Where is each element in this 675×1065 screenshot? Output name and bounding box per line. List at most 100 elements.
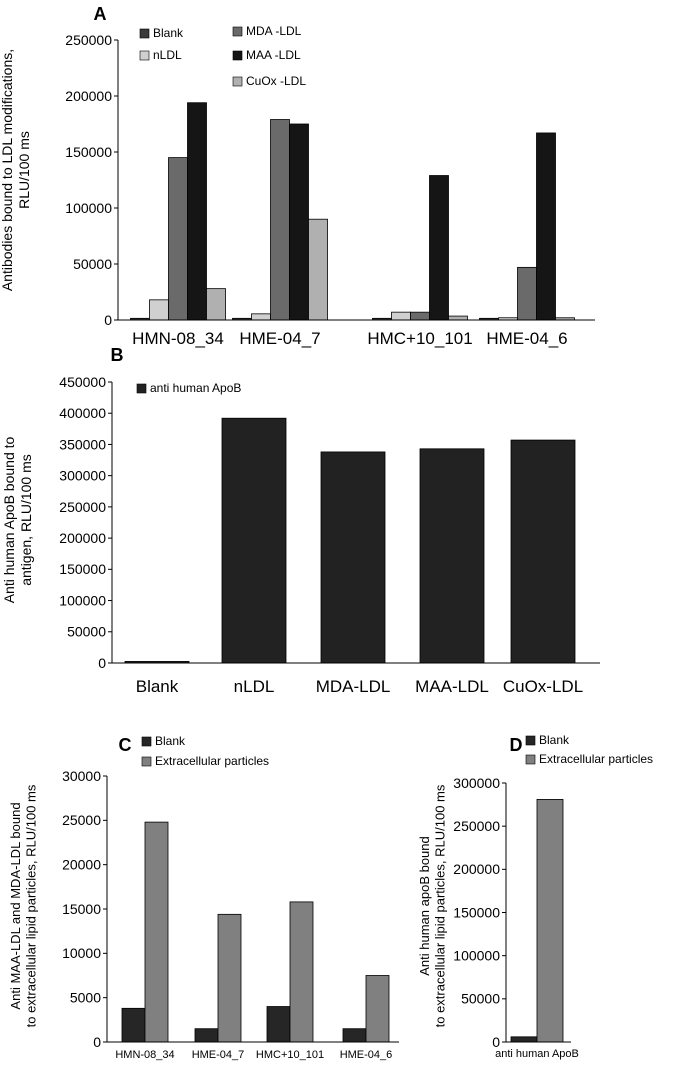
y-axis-label-line: to extracellular lipid particles, RLU/10… xyxy=(433,784,448,1027)
bar xyxy=(144,821,169,1043)
y-tick-label: 100000 xyxy=(65,200,112,216)
panel-letter: C xyxy=(119,735,132,755)
legend-label: Blank xyxy=(153,26,184,40)
bar xyxy=(289,123,309,321)
y-tick-label: 350000 xyxy=(59,436,106,452)
x-tick-label: HME-04_7 xyxy=(239,329,320,348)
x-tick-label: HMN-08_34 xyxy=(132,329,224,348)
bar xyxy=(149,299,169,321)
panel-letter: B xyxy=(111,345,124,365)
x-tick-label: HMN-08_34 xyxy=(115,1049,174,1061)
legend-swatch xyxy=(525,735,536,746)
legend-label: Blank xyxy=(155,734,186,748)
bar xyxy=(342,1028,367,1043)
y-axis-label: Antibodies bound to LDL modifications,RL… xyxy=(0,49,32,291)
bar xyxy=(217,913,242,1043)
y-tick-label: 200000 xyxy=(59,530,106,546)
x-tick-label: HMC+10_101 xyxy=(256,1049,324,1061)
y-axis-label-line: Anti MAA-LDL and MDA-LDL bound xyxy=(8,802,23,1009)
legend-label: Extracellular particles xyxy=(155,754,269,768)
bar xyxy=(251,313,271,321)
panel-a: A Antibodies bound to LDL modifications,R… xyxy=(0,4,595,348)
y-axis-label-line: to extracellular lipid particles, RLU/10… xyxy=(24,784,39,1027)
legend-label: Extracellular particles xyxy=(539,752,653,766)
bar xyxy=(419,448,485,664)
y-tick-label: 200000 xyxy=(453,861,500,877)
bar xyxy=(221,417,287,664)
y-tick-label: 50000 xyxy=(67,624,106,640)
panel-b: B Anti human ApoB bound toantigen, RLU/10… xyxy=(1,345,600,696)
legend-swatch xyxy=(232,50,243,61)
y-tick-label: 150000 xyxy=(453,904,500,920)
y-tick-label: 50000 xyxy=(461,991,500,1007)
x-tick-label: HME-04_7 xyxy=(192,1049,245,1061)
y-tick-label: 0 xyxy=(98,655,106,671)
y-tick-label: 0 xyxy=(492,1034,500,1050)
y-tick-label: 10000 xyxy=(62,945,101,961)
y-tick-label: 150000 xyxy=(65,144,112,160)
x-tick-label: MAA-LDL xyxy=(415,677,489,696)
y-tick-label: 15000 xyxy=(62,901,101,917)
y-tick-label: 300000 xyxy=(453,775,500,791)
y-tick-label: 5000 xyxy=(70,990,101,1006)
legend-swatch xyxy=(141,756,152,767)
legend-label: anti human ApoB xyxy=(150,381,241,395)
legend-swatch xyxy=(139,28,150,39)
bar xyxy=(448,315,468,321)
bar xyxy=(187,102,207,321)
y-axis-label-line: Anti human ApoB bound to xyxy=(1,437,17,604)
y-tick-label: 450000 xyxy=(59,374,106,390)
y-axis-label-line: antigen, RLU/100 ms xyxy=(18,454,34,586)
x-tick-label: HME-04_6 xyxy=(486,329,567,348)
panel-c: C Anti MAA-LDL and MDA-LDL boundto extrac… xyxy=(8,734,399,1061)
bar xyxy=(510,1036,538,1043)
panel-letter: D xyxy=(510,735,523,755)
legend-label: nLDL xyxy=(153,48,182,62)
bar xyxy=(517,266,537,321)
legend-label: CuOx -LDL xyxy=(246,74,306,88)
y-tick-label: 0 xyxy=(104,312,112,328)
legend-label: MAA -LDL xyxy=(246,48,301,62)
y-axis-label: Anti MAA-LDL and MDA-LDL boundto extrace… xyxy=(8,784,39,1027)
y-tick-label: 250000 xyxy=(453,818,500,834)
y-tick-label: 400000 xyxy=(59,405,106,421)
legend-swatch xyxy=(232,26,243,37)
x-tick-label: Blank xyxy=(136,677,179,696)
y-tick-label: 150000 xyxy=(59,561,106,577)
legend-swatch xyxy=(136,383,147,394)
x-tick-label: MDA-LDL xyxy=(316,677,391,696)
legend-swatch xyxy=(139,50,150,61)
bar xyxy=(510,439,576,664)
bar xyxy=(168,157,188,321)
y-tick-label: 300000 xyxy=(59,468,106,484)
bar xyxy=(391,311,411,321)
y-tick-label: 50000 xyxy=(73,256,112,272)
bar xyxy=(194,1028,219,1043)
y-tick-label: 250000 xyxy=(59,499,106,515)
bar xyxy=(365,975,390,1043)
y-axis-label-line: Antibodies bound to LDL modifications, xyxy=(0,49,15,291)
bar xyxy=(320,451,386,664)
x-tick-label: HME-04_6 xyxy=(340,1049,393,1061)
y-tick-label: 200000 xyxy=(65,88,112,104)
bar xyxy=(206,288,226,321)
y-tick-label: 100000 xyxy=(59,592,106,608)
legend-label: MDA -LDL xyxy=(246,24,302,38)
bar xyxy=(308,218,328,321)
bar xyxy=(266,1006,291,1043)
bar xyxy=(536,132,556,321)
bar xyxy=(410,311,430,321)
y-tick-label: 100000 xyxy=(453,948,500,964)
y-axis-label: Anti human apoB boundto extracellular li… xyxy=(417,784,448,1027)
panel-letter: A xyxy=(94,4,107,24)
y-axis-label: Anti human ApoB bound toantigen, RLU/100… xyxy=(1,437,34,604)
y-tick-label: 250000 xyxy=(65,32,112,48)
bar xyxy=(429,175,449,321)
x-tick-label: HMC+10_101 xyxy=(367,329,472,348)
x-tick-label: CuOx-LDL xyxy=(503,677,583,696)
bar xyxy=(536,799,564,1043)
y-axis-label-line: RLU/100 ms xyxy=(16,131,32,209)
y-tick-label: 25000 xyxy=(62,812,101,828)
legend-label: Blank xyxy=(539,733,570,747)
